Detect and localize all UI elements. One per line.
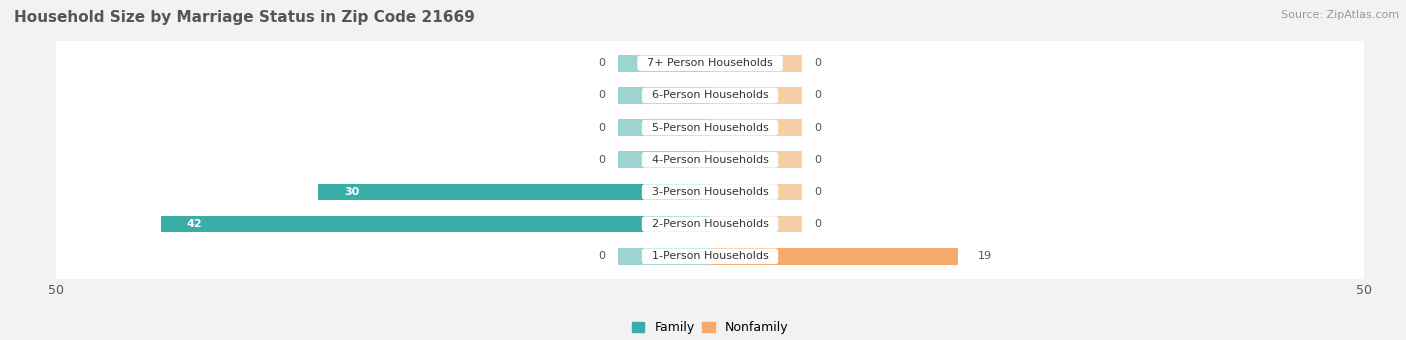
Text: 30: 30	[344, 187, 359, 197]
Bar	[710, 151, 801, 168]
Text: 1-Person Households: 1-Person Households	[645, 251, 775, 261]
Text: 0: 0	[814, 90, 821, 101]
Text: 0: 0	[599, 155, 606, 165]
Text: 0: 0	[814, 123, 821, 133]
Bar	[710, 248, 959, 265]
Bar	[710, 119, 801, 136]
Text: 3-Person Households: 3-Person Households	[645, 187, 775, 197]
Bar	[710, 184, 801, 200]
Bar	[619, 87, 710, 104]
Text: 0: 0	[814, 155, 821, 165]
FancyBboxPatch shape	[46, 200, 1374, 249]
Text: 0: 0	[599, 123, 606, 133]
Legend: Family, Nonfamily: Family, Nonfamily	[627, 316, 793, 339]
FancyBboxPatch shape	[46, 71, 1374, 120]
FancyBboxPatch shape	[46, 39, 1374, 88]
Text: 4-Person Households: 4-Person Households	[644, 155, 776, 165]
Text: 0: 0	[814, 58, 821, 68]
Bar	[160, 216, 710, 233]
Bar	[710, 216, 801, 233]
Bar	[710, 55, 801, 72]
Text: 42: 42	[187, 219, 202, 229]
Text: 0: 0	[599, 90, 606, 101]
Text: 5-Person Households: 5-Person Households	[645, 123, 775, 133]
Text: Source: ZipAtlas.com: Source: ZipAtlas.com	[1281, 10, 1399, 20]
FancyBboxPatch shape	[46, 232, 1374, 281]
FancyBboxPatch shape	[46, 135, 1374, 184]
Text: 19: 19	[979, 251, 993, 261]
Bar	[318, 184, 710, 200]
FancyBboxPatch shape	[46, 103, 1374, 152]
Bar	[619, 55, 710, 72]
Text: 0: 0	[814, 219, 821, 229]
Text: 0: 0	[599, 58, 606, 68]
Bar	[619, 151, 710, 168]
Bar	[619, 248, 710, 265]
Bar	[710, 87, 801, 104]
Text: 0: 0	[599, 251, 606, 261]
Text: 6-Person Households: 6-Person Households	[645, 90, 775, 101]
Text: Household Size by Marriage Status in Zip Code 21669: Household Size by Marriage Status in Zip…	[14, 10, 475, 25]
Text: 7+ Person Households: 7+ Person Households	[640, 58, 780, 68]
Bar	[619, 119, 710, 136]
Text: 2-Person Households: 2-Person Households	[644, 219, 776, 229]
FancyBboxPatch shape	[46, 168, 1374, 216]
Text: 0: 0	[814, 187, 821, 197]
